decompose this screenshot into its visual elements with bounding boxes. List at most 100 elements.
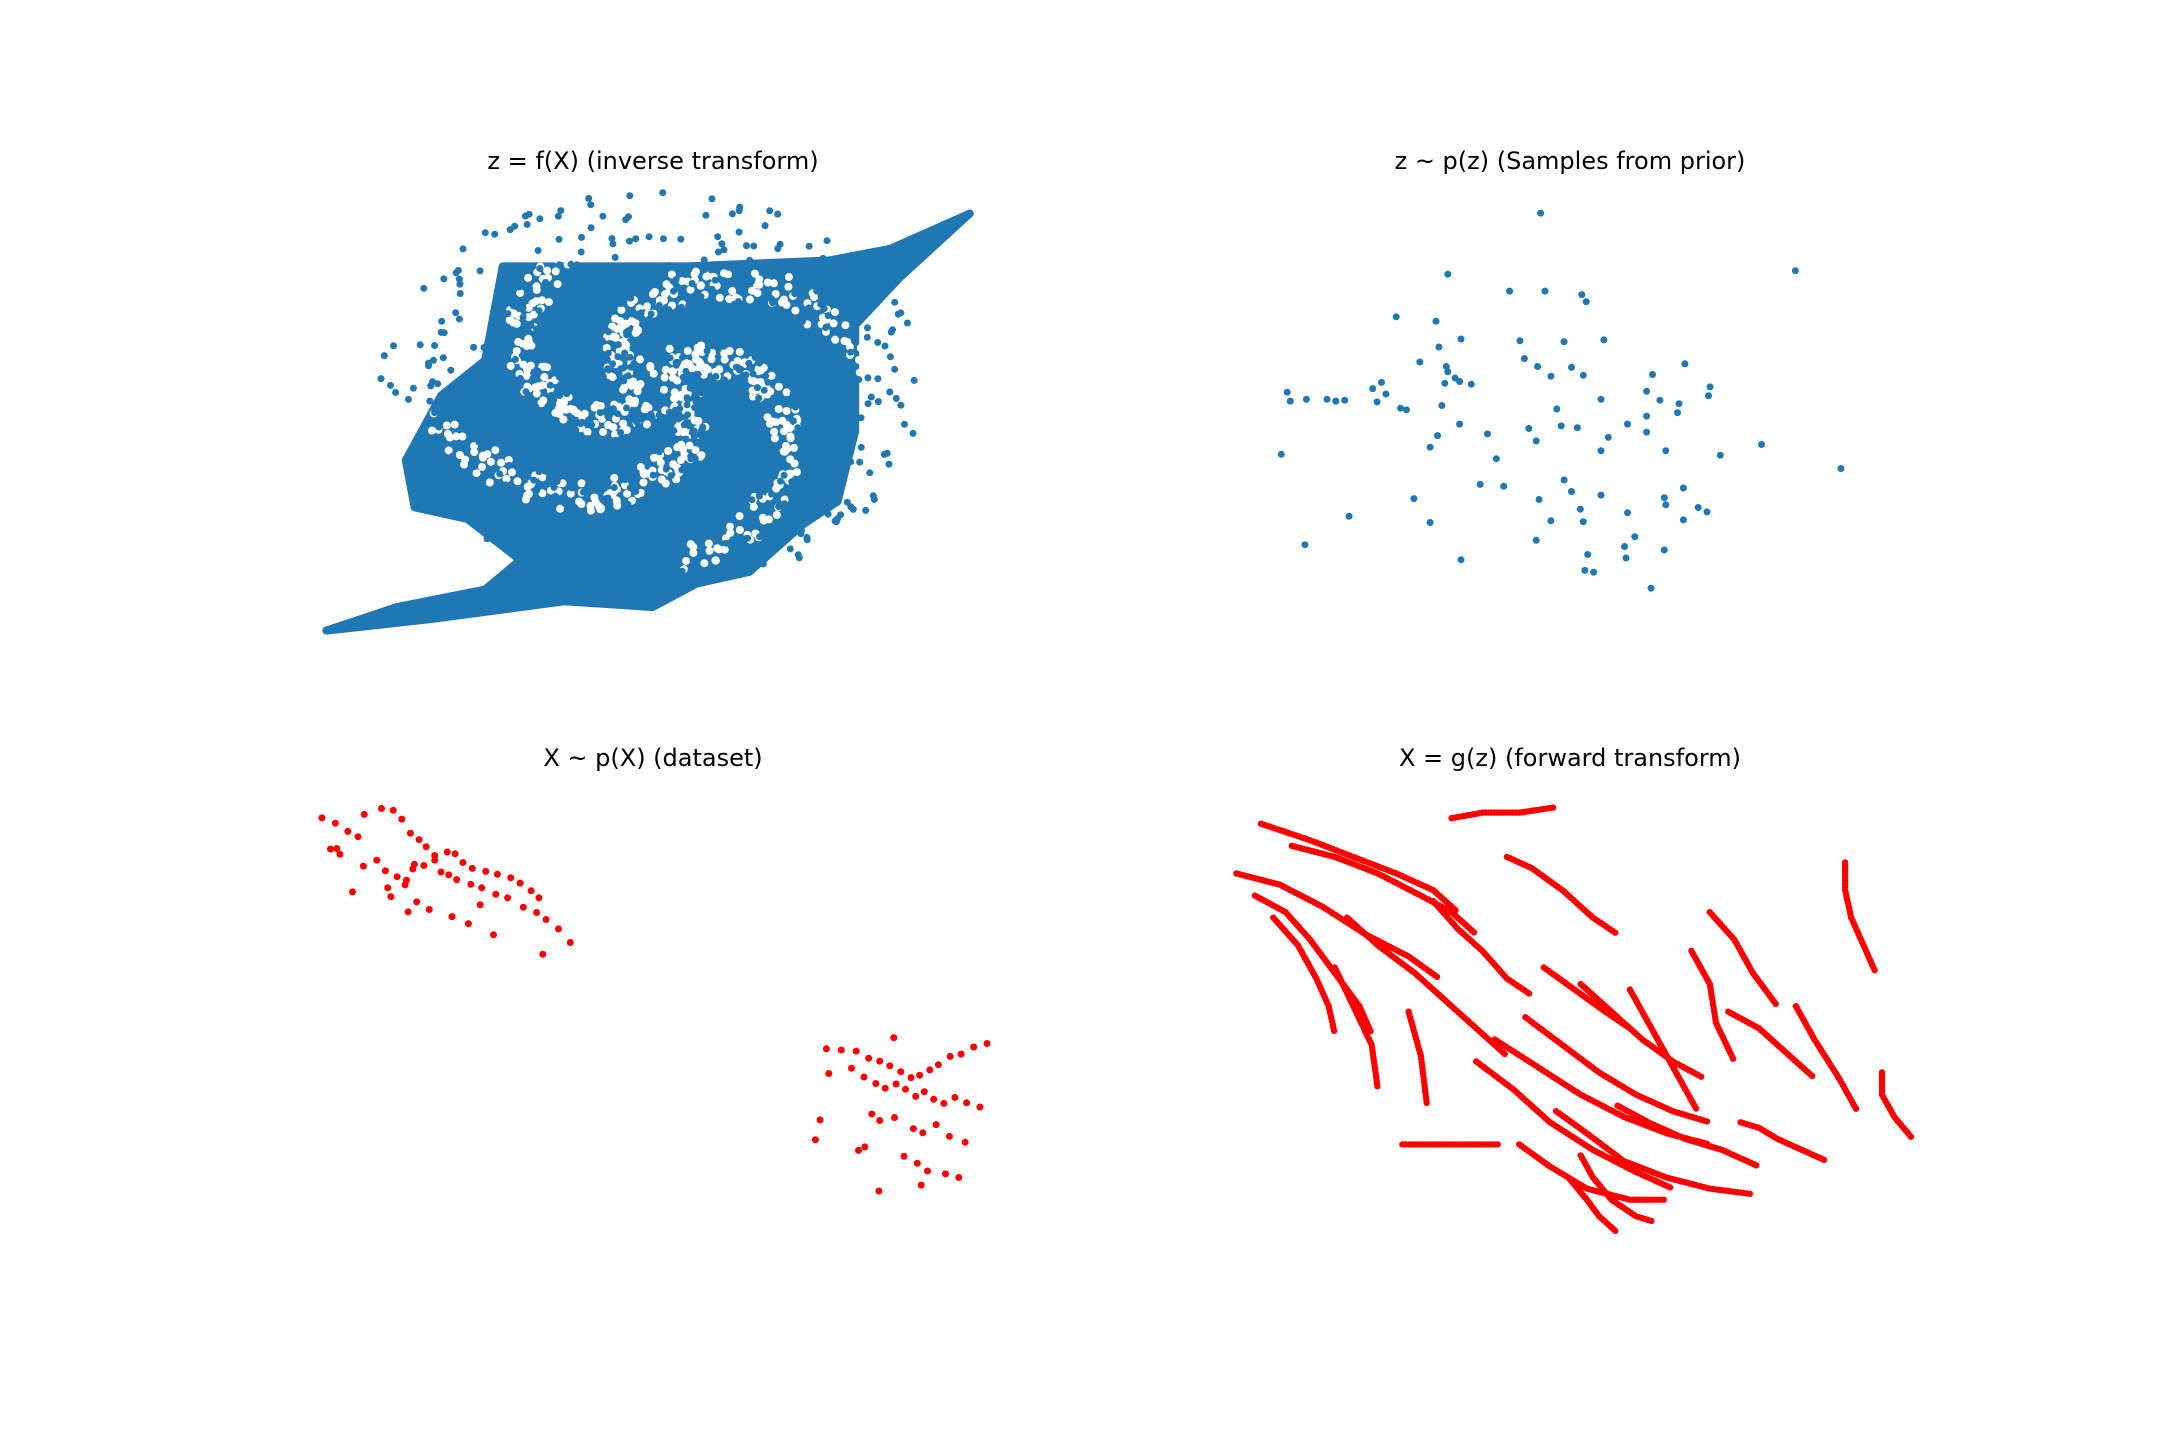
trail-point <box>1433 973 1441 980</box>
point <box>569 313 577 321</box>
point <box>756 533 764 541</box>
point <box>659 421 667 429</box>
gap-mark <box>683 346 692 355</box>
gap-mark <box>782 388 791 397</box>
gap-mark <box>538 473 547 482</box>
point <box>447 366 455 374</box>
point <box>567 268 575 276</box>
gap-mark <box>810 293 819 301</box>
gap-mark <box>531 383 540 392</box>
point <box>909 429 917 437</box>
point <box>655 301 663 309</box>
gap-mark <box>779 447 788 456</box>
point <box>692 372 699 379</box>
gap-mark <box>617 306 626 314</box>
point <box>543 356 551 364</box>
data-point <box>420 862 428 869</box>
point <box>560 425 568 433</box>
point <box>644 490 652 498</box>
sample-point <box>1643 412 1651 420</box>
point <box>568 484 576 492</box>
data-point <box>872 1080 880 1087</box>
gap-mark <box>662 280 671 289</box>
gap-mark <box>843 337 852 346</box>
point <box>750 483 758 491</box>
point <box>516 374 524 382</box>
gap-mark <box>532 297 541 306</box>
point <box>810 497 818 505</box>
gap-mark <box>575 497 583 506</box>
point <box>749 370 757 378</box>
gap-mark <box>791 306 800 315</box>
point <box>566 451 574 459</box>
sample-point <box>1378 378 1385 386</box>
point <box>699 465 707 472</box>
point <box>691 385 699 393</box>
gap-mark <box>486 457 495 466</box>
point <box>713 400 721 408</box>
point <box>725 278 733 285</box>
point <box>789 390 797 398</box>
point <box>519 313 527 321</box>
point <box>571 456 579 464</box>
gap-mark <box>611 314 620 323</box>
gap-mark <box>681 358 690 367</box>
sample-point <box>1584 551 1592 558</box>
point <box>438 485 445 492</box>
data-point <box>344 827 352 835</box>
point <box>683 401 691 409</box>
point <box>583 389 591 397</box>
point <box>755 394 763 402</box>
sample-point <box>1573 424 1581 432</box>
data-point <box>825 1070 833 1077</box>
sample-point <box>1444 368 1452 376</box>
gap-mark <box>460 460 469 469</box>
sample-point <box>1541 287 1549 295</box>
point <box>690 495 698 503</box>
point <box>492 436 500 444</box>
point <box>550 392 558 400</box>
point <box>776 308 784 316</box>
point <box>645 460 653 468</box>
gap-mark <box>696 343 705 352</box>
data-point <box>448 913 456 921</box>
gap-mark <box>669 460 678 469</box>
point <box>510 405 518 413</box>
point <box>732 503 739 511</box>
data-point <box>425 906 433 913</box>
point <box>607 300 615 307</box>
data-point <box>920 1088 928 1096</box>
gap-mark <box>639 468 648 477</box>
gap-mark <box>786 434 795 443</box>
point <box>707 532 715 540</box>
point <box>403 462 411 470</box>
point <box>725 514 733 522</box>
gap-mark <box>673 443 682 452</box>
point <box>710 395 718 402</box>
gap-mark <box>725 347 734 355</box>
gap-mark <box>443 430 452 438</box>
point <box>708 195 716 203</box>
point <box>409 384 417 392</box>
gap-mark <box>554 249 562 258</box>
gap-mark <box>829 319 838 328</box>
point <box>891 298 899 306</box>
point <box>790 328 798 336</box>
point <box>824 510 832 518</box>
gap-mark <box>455 451 464 459</box>
gap-mark <box>735 525 744 534</box>
point <box>715 327 723 335</box>
point <box>883 449 891 457</box>
gap-mark <box>605 214 614 223</box>
gap-mark <box>790 443 798 452</box>
point <box>736 321 743 329</box>
point <box>702 211 710 219</box>
point <box>604 494 612 502</box>
point <box>810 411 818 419</box>
point <box>491 230 499 238</box>
point <box>649 471 657 479</box>
trail-point <box>1612 1227 1619 1235</box>
point <box>755 453 763 461</box>
point <box>425 362 432 370</box>
